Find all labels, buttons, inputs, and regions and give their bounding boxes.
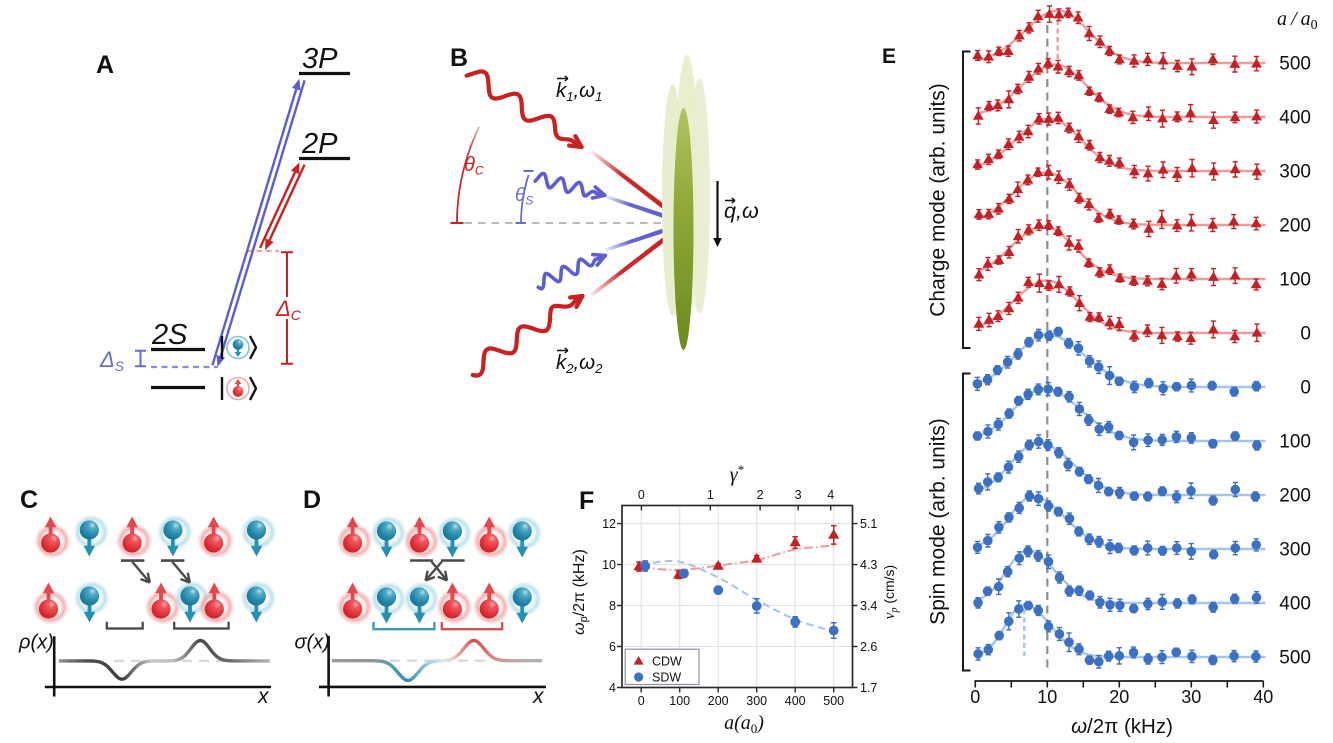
svg-text:0: 0 [970,687,980,707]
svg-text:SDW: SDW [652,671,681,685]
svg-text:100: 100 [1279,270,1311,291]
svg-text:C: C [20,486,38,514]
svg-text:Spin mode (arb. units): Spin mode (arb. units) [927,418,950,625]
svg-text:200: 200 [708,694,729,708]
svg-text:100: 100 [1279,432,1311,453]
svg-text:20: 20 [1109,687,1129,707]
svg-text:300: 300 [746,694,767,708]
svg-text:300: 300 [1279,540,1311,561]
svg-text:D: D [303,486,321,514]
svg-text:x: x [257,685,270,708]
svg-text:1: 1 [707,488,714,502]
svg-text:k1,ω1: k1,ω1 [556,79,602,104]
svg-text:q,ω: q,ω [724,199,759,223]
svg-text:4: 4 [827,488,834,502]
svg-text:8: 8 [609,599,616,613]
svg-text:A: A [96,51,114,79]
svg-text:0: 0 [1300,324,1311,345]
svg-text:10: 10 [1037,687,1057,707]
svg-text:0: 0 [1300,378,1311,399]
svg-text:a(a0): a(a0) [724,712,764,736]
svg-text:4: 4 [609,681,616,695]
svg-text:3: 3 [795,488,802,502]
svg-text:500: 500 [1279,54,1311,75]
svg-text:40: 40 [1253,687,1273,707]
svg-text:400: 400 [1279,594,1311,615]
svg-text:12: 12 [602,517,616,531]
svg-text:200: 200 [1279,486,1311,507]
svg-text:σ(x): σ(x) [295,632,330,654]
svg-text:2: 2 [757,488,764,502]
svg-text:0: 0 [638,694,645,708]
svg-text:x: x [532,685,545,708]
svg-text:300: 300 [1279,162,1311,183]
svg-text:F: F [579,487,594,515]
svg-text:k2,ω2: k2,ω2 [556,351,603,376]
svg-text:E: E [882,45,896,68]
svg-text:0: 0 [638,488,645,502]
svg-text:2S: 2S [151,319,188,351]
svg-text:θC: θC [464,154,484,178]
svg-text:CDW: CDW [652,655,682,669]
svg-text:3P: 3P [302,43,338,75]
svg-text:ΔS: ΔS [99,347,125,374]
svg-text:10: 10 [602,558,616,572]
svg-text:400: 400 [785,694,806,708]
svg-text:B: B [450,44,468,72]
svg-text:6: 6 [609,640,616,654]
svg-text:ρ(x): ρ(x) [18,632,54,654]
svg-text:vp (cm/s): vp (cm/s) [881,565,900,619]
svg-text:ωp/2π (kHz): ωp/2π (kHz) [571,549,590,635]
svg-text:ω/2π (kHz): ω/2π (kHz) [1071,715,1173,738]
svg-text:3.4: 3.4 [860,599,877,613]
svg-text:200: 200 [1279,216,1311,237]
svg-text:30: 30 [1181,687,1201,707]
svg-text:a / a0: a / a0 [1277,8,1318,33]
svg-text:θS: θS [515,185,533,208]
svg-text:4.3: 4.3 [860,558,877,572]
svg-text:400: 400 [1279,108,1311,129]
svg-text:2.6: 2.6 [860,640,877,654]
svg-text:1.7: 1.7 [860,681,877,695]
svg-text:γ*: γ* [730,462,744,486]
svg-text:100: 100 [669,694,690,708]
svg-text:500: 500 [1279,648,1311,669]
svg-text:2P: 2P [301,128,338,160]
svg-text:5.1: 5.1 [860,517,877,531]
svg-text:500: 500 [823,694,844,708]
svg-text:Charge mode (arb. units): Charge mode (arb. units) [927,83,950,316]
